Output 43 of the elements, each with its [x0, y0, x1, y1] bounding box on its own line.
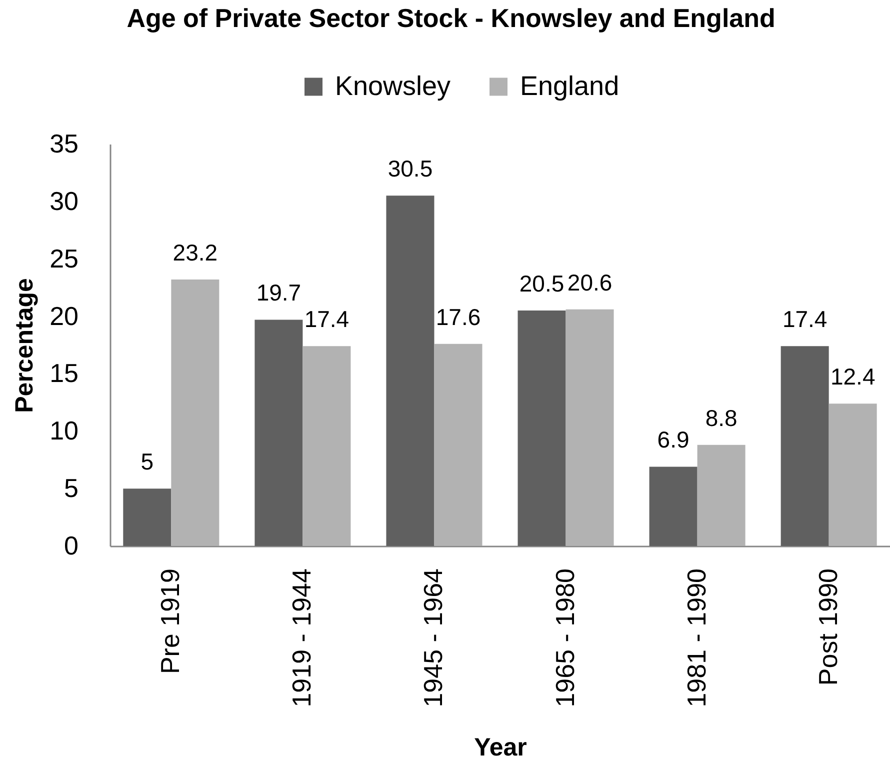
data-label: 12.4	[830, 364, 876, 390]
x-tick-label: 1945 - 1964	[418, 568, 448, 708]
data-label: 6.9	[657, 426, 690, 453]
y-axis-title: Percentage	[10, 278, 39, 413]
data-label: 19.7	[256, 280, 302, 306]
data-label: 8.8	[705, 404, 738, 431]
bar	[302, 346, 351, 546]
y-tick-label: 20	[50, 300, 78, 331]
data-label: 30.5	[388, 156, 433, 182]
y-tick-label: 15	[50, 358, 78, 388]
bar	[434, 344, 482, 546]
x-tick-label: 1919 - 1944	[286, 568, 317, 708]
bar	[649, 466, 698, 546]
bar	[254, 320, 303, 546]
x-tick-label: Post 1990	[812, 568, 843, 686]
y-tick-label: 0	[64, 530, 78, 560]
chart-title: Age of Private Sector Stock - Knowsley and England	[126, 3, 776, 33]
legend-label: England	[520, 70, 620, 101]
bar	[123, 488, 172, 546]
legend-label: Knowsley	[335, 70, 452, 101]
data-label: 20.6	[567, 269, 612, 296]
data-label: 17.6	[436, 304, 481, 330]
bar	[386, 196, 434, 546]
data-label: 20.5	[519, 270, 564, 297]
data-label: 23.2	[172, 240, 218, 266]
x-tick-label: 1981 - 1990	[681, 568, 712, 708]
bar	[828, 404, 877, 546]
x-tick-label: Pre 1919	[155, 568, 186, 674]
data-label: 17.4	[782, 306, 828, 332]
bar	[780, 346, 829, 546]
bar	[171, 280, 220, 546]
y-tick-label: 35	[50, 128, 78, 158]
y-tick-label: 10	[50, 416, 78, 446]
bar	[518, 310, 566, 546]
data-label: 5	[140, 448, 154, 475]
data-label: 17.4	[304, 306, 350, 332]
y-tick-label: 30	[50, 186, 78, 216]
x-axis-title: Year	[474, 733, 528, 762]
bar	[566, 309, 614, 546]
x-tick-label: 1965 - 1980	[550, 568, 580, 708]
y-tick-label: 25	[50, 243, 78, 274]
y-tick-label: 5	[64, 473, 78, 504]
bar	[697, 444, 746, 546]
